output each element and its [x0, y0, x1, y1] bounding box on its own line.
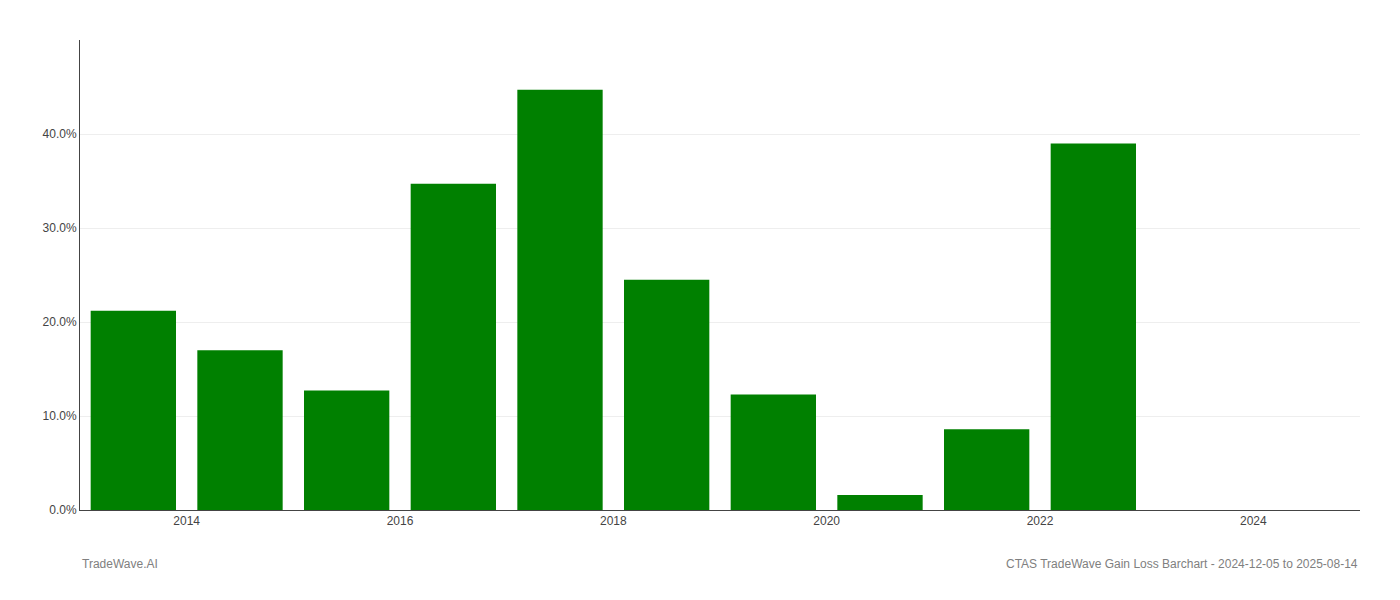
svg-text:20.0%: 20.0%: [43, 315, 77, 329]
svg-text:TradeWave.AI: TradeWave.AI: [82, 557, 158, 571]
svg-text:CTAS TradeWave Gain Loss Barch: CTAS TradeWave Gain Loss Barchart - 2024…: [1006, 557, 1358, 571]
svg-text:2018: 2018: [600, 514, 627, 528]
svg-text:0.0%: 0.0%: [49, 503, 77, 517]
svg-text:2020: 2020: [813, 514, 840, 528]
svg-text:40.0%: 40.0%: [43, 127, 77, 141]
svg-text:2014: 2014: [173, 514, 200, 528]
svg-text:10.0%: 10.0%: [43, 409, 77, 423]
svg-text:2016: 2016: [387, 514, 414, 528]
svg-text:2024: 2024: [1240, 514, 1267, 528]
svg-text:30.0%: 30.0%: [43, 221, 77, 235]
svg-text:2022: 2022: [1027, 514, 1054, 528]
